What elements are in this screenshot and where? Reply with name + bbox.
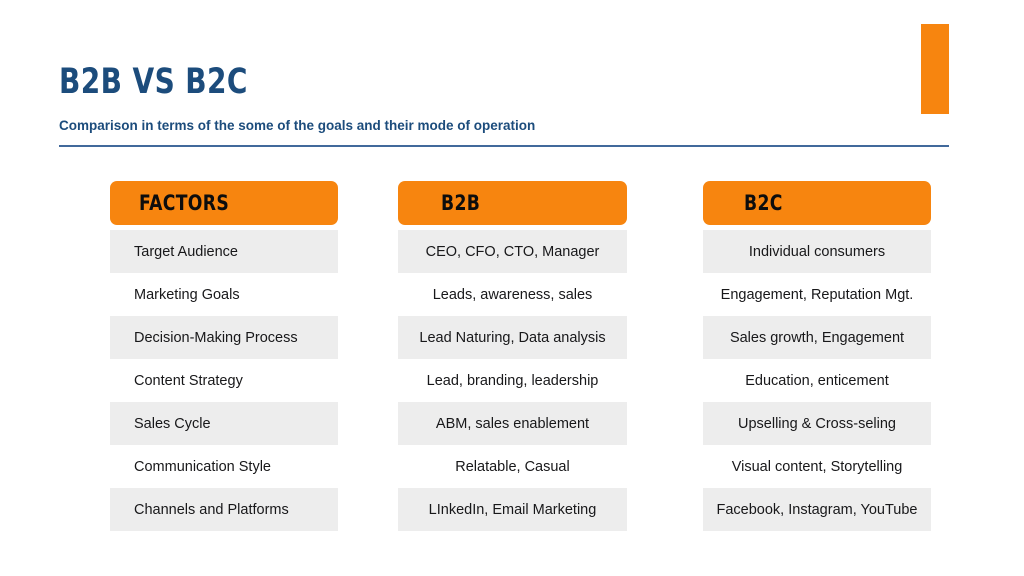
table-row: Lead Naturing, Data analysis [398,316,627,359]
table-column-b2b: B2B CEO, CFO, CTO, Manager Leads, awaren… [398,181,627,531]
cell-text: Target Audience [134,243,238,260]
cell-text: ABM, sales enablement [435,415,590,432]
title-divider [59,145,949,147]
cell-text: Lead, branding, leadership [426,372,599,389]
cell-text: Channels and Platforms [134,501,289,518]
column-header-label: B2B [441,191,481,215]
cell-text: CEO, CFO, CTO, Manager [425,243,600,260]
column-header-b2c: B2C [703,181,931,225]
table-column-b2c: B2C Individual consumers Engagement, Rep… [703,181,931,531]
cell-text: Lead Naturing, Data analysis [419,329,606,346]
table-row: Lead, branding, leadership [398,359,627,402]
column-rows-b2b: CEO, CFO, CTO, Manager Leads, awareness,… [398,230,627,531]
column-header-label: FACTORS [139,191,230,215]
table-row: Marketing Goals [110,273,338,316]
cell-text: Visual content, Storytelling [731,458,903,475]
table-row: Communication Style [110,445,338,488]
table-row: LInkedIn, Email Marketing [398,488,627,531]
column-header-b2b: B2B [398,181,627,225]
table-row: Facebook, Instagram, YouTube [703,488,931,531]
table-row: Leads, awareness, sales [398,273,627,316]
cell-text: Individual consumers [748,243,886,260]
page-subtitle: Comparison in terms of the some of the g… [59,118,536,133]
cell-text: Marketing Goals [134,286,240,303]
table-row: Education, enticement [703,359,931,402]
table-row: Decision-Making Process [110,316,338,359]
table-row: Content Strategy [110,359,338,402]
table-row: Visual content, Storytelling [703,445,931,488]
cell-text: Upselling & Cross-seling [738,415,896,432]
table-row: Sales growth, Engagement [703,316,931,359]
table-row: Relatable, Casual [398,445,627,488]
column-rows-factors: Target Audience Marketing Goals Decision… [110,230,338,531]
table-row: Sales Cycle [110,402,338,445]
table-column-factors: FACTORS Target Audience Marketing Goals … [110,181,338,531]
cell-text: Sales Cycle [134,415,211,432]
cell-text: Decision-Making Process [134,329,298,346]
cell-text: Facebook, Instagram, YouTube [716,501,918,518]
column-rows-b2c: Individual consumers Engagement, Reputat… [703,230,931,531]
cell-text: LInkedIn, Email Marketing [428,501,597,518]
heading-block: B2B VS B2C Comparison in terms of the so… [59,62,949,135]
column-header-factors: FACTORS [110,181,338,225]
table-row: Target Audience [110,230,338,273]
cell-text: Relatable, Casual [455,458,570,475]
cell-text: Education, enticement [745,372,889,389]
column-header-label: B2C [744,191,783,215]
table-row: CEO, CFO, CTO, Manager [398,230,627,273]
table-row: Engagement, Reputation Mgt. [703,273,931,316]
cell-text: Content Strategy [134,372,243,389]
accent-bar-decoration [921,24,949,114]
cell-text: Communication Style [134,458,271,475]
cell-text: Sales growth, Engagement [729,329,905,346]
table-row: ABM, sales enablement [398,402,627,445]
table-row: Individual consumers [703,230,931,273]
table-row: Channels and Platforms [110,488,338,531]
comparison-table: FACTORS Target Audience Marketing Goals … [0,181,1024,541]
page-title: B2B VS B2C [59,62,248,102]
cell-text: Leads, awareness, sales [432,286,593,303]
table-row: Upselling & Cross-seling [703,402,931,445]
cell-text: Engagement, Reputation Mgt. [720,286,914,303]
